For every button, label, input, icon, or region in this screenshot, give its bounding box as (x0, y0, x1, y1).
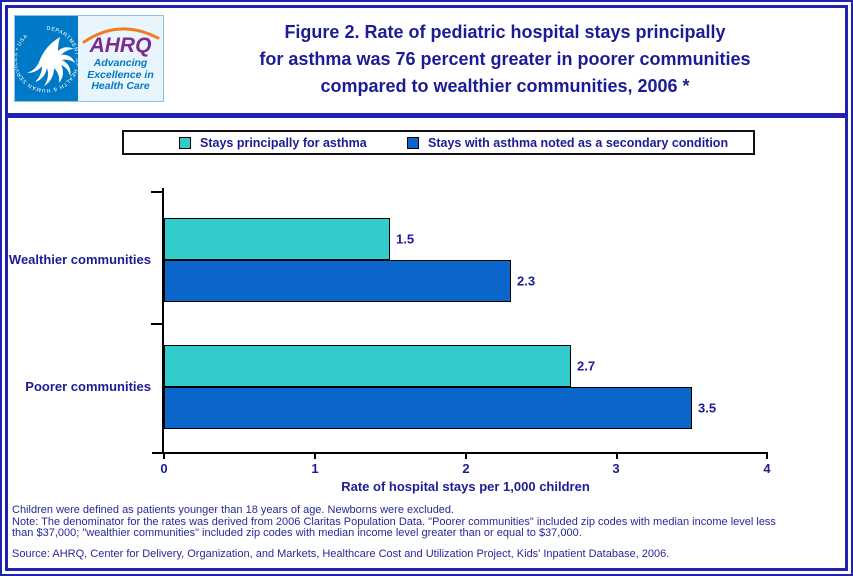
ahrq-arc-icon (82, 27, 160, 44)
x-axis-tick (465, 454, 467, 459)
figure-title-line-1: Figure 2. Rate of pediatric hospital sta… (284, 22, 726, 42)
legend-item-secondary: Stays with asthma noted as a secondary c… (407, 132, 728, 153)
ahrq-tagline: Advancing Excellence in Health Care (78, 57, 163, 93)
x-axis-line (152, 452, 768, 454)
x-tick-label-2: 2 (462, 461, 470, 476)
footnote-definition: Children were defined as patients younge… (12, 504, 455, 516)
bar-poorer-principal: 2.7 (164, 345, 595, 387)
legend-label: Stays with asthma noted as a secondary c… (428, 135, 729, 150)
footnote-source: Source: AHRQ, Center for Delivery, Organ… (12, 547, 670, 560)
x-tick-label-0: 0 (160, 461, 168, 476)
x-tick-label-1: 1 (311, 461, 319, 476)
x-tick-label-4: 4 (763, 461, 771, 476)
legend-swatch-blue (407, 136, 419, 149)
x-axis-tick (314, 454, 316, 459)
figure-title-line-2: for asthma was 76 percent greater in poo… (259, 49, 751, 69)
category-label-wealthier: Wealthier communities (8, 252, 151, 267)
ahrq-hhs-logo: DEPARTMENT OF HEALTH & HUMAN SERVICES • … (14, 15, 164, 102)
bar-wealthier-principal: 1.5 (164, 218, 414, 260)
legend-swatch-teal (179, 136, 191, 149)
bar-value-label: 3.5 (698, 400, 717, 416)
ahrq-tagline-line: Health Care (91, 80, 150, 92)
legend-label: Stays principally for asthma (200, 135, 367, 150)
footnotes: Children were defined as patients younge… (12, 504, 843, 560)
ahrq-logo-panel: AHRQ Advancing Excellence in Health Care (78, 16, 163, 101)
hhs-logo-panel: DEPARTMENT OF HEALTH & HUMAN SERVICES • … (15, 16, 79, 101)
footnote-note-line-1: Note: The denominator for the rates was … (12, 515, 776, 528)
bar-value-label: 1.5 (396, 231, 415, 247)
footnote-note-line-2: than $37,000; "wealthier communities" in… (12, 527, 582, 539)
ahrq-tagline-line: Advancing (93, 57, 148, 69)
x-axis-tick (163, 454, 165, 459)
x-tick-label-3: 3 (612, 461, 620, 476)
legend-item-principal: Stays principally for asthma (179, 132, 367, 153)
figure-title: Figure 2. Rate of pediatric hospital sta… (167, 19, 843, 100)
y-axis-tick (151, 191, 163, 193)
bar-wealthier-secondary: 2.3 (164, 260, 535, 302)
ahrq-wordmark: AHRQ (89, 34, 152, 57)
x-axis-tick (766, 454, 768, 459)
bar-poorer-secondary: 3.5 (164, 387, 716, 429)
chart-legend: Stays principally for asthma Stays with … (122, 130, 755, 155)
bar-value-label: 2.3 (517, 273, 536, 289)
x-axis-tick (616, 454, 618, 459)
y-axis-tick (151, 323, 163, 325)
x-axis-title: Rate of hospital stays per 1,000 childre… (341, 479, 590, 494)
header-divider (5, 113, 848, 118)
bar-value-label: 2.7 (577, 358, 596, 374)
hhs-eagle-icon: DEPARTMENT OF HEALTH & HUMAN SERVICES • … (15, 26, 79, 93)
category-label-poorer: Poorer communities (25, 379, 151, 394)
figure-title-line-3: compared to wealthier communities, 2006 … (320, 76, 690, 96)
y-axis-line (162, 188, 164, 454)
ahrq-tagline-line: Excellence in (87, 68, 154, 81)
